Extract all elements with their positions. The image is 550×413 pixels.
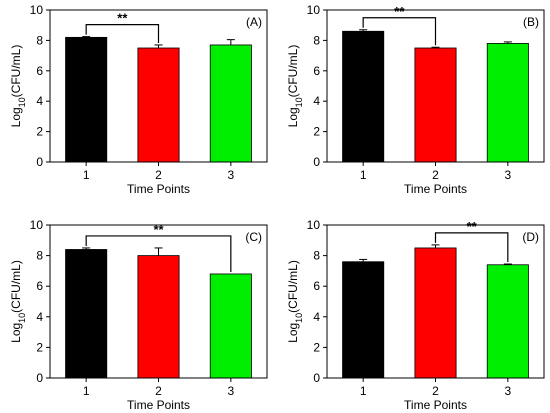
y-tick-label: 8 xyxy=(313,33,320,47)
bar-3 xyxy=(209,44,252,163)
error-bar-3 xyxy=(503,263,512,265)
significance-bracket: ** xyxy=(85,222,232,272)
x-axis-title: Time Points xyxy=(127,398,190,412)
y-tick-label: 10 xyxy=(307,218,321,232)
significance-bracket: ** xyxy=(362,4,437,46)
x-tick-label: 3 xyxy=(504,384,511,398)
y-axis-title: Log10(CFU/mL) xyxy=(9,45,27,128)
y-tick-label: 0 xyxy=(313,371,320,385)
x-tick-label: 2 xyxy=(432,384,439,398)
y-tick-label: 6 xyxy=(313,64,320,78)
y-tick-label: 10 xyxy=(30,218,44,232)
y-tick-label: 6 xyxy=(36,279,43,293)
error-bar-1 xyxy=(82,247,91,250)
error-bar-2 xyxy=(154,247,163,256)
error-bar-3 xyxy=(226,39,235,45)
y-tick-label: 0 xyxy=(36,371,43,385)
significance-label: ** xyxy=(117,11,128,26)
bar-3 xyxy=(209,273,252,379)
x-axis-title: Time Points xyxy=(404,398,467,412)
x-tick-label: 3 xyxy=(227,168,234,182)
significance-label: ** xyxy=(467,219,478,234)
y-tick-label: 4 xyxy=(36,310,43,324)
panel-label: (B) xyxy=(523,15,539,29)
error-bar-1 xyxy=(359,29,368,32)
bar-1 xyxy=(65,36,108,163)
y-axis-title: Log10(CFU/mL) xyxy=(286,260,304,343)
bar-1 xyxy=(342,261,385,379)
y-tick-label: 10 xyxy=(307,3,321,17)
y-tick-label: 0 xyxy=(36,155,43,169)
error-bar-2 xyxy=(431,244,440,248)
bar-2 xyxy=(414,47,457,163)
x-tick-label: 1 xyxy=(360,168,367,182)
panel-label: (C) xyxy=(245,230,262,244)
y-tick-label: 8 xyxy=(36,33,43,47)
panel-label: (A) xyxy=(246,15,262,29)
y-tick-label: 10 xyxy=(30,3,44,17)
x-tick-label: 2 xyxy=(432,168,439,182)
significance-label: ** xyxy=(153,222,164,237)
y-tick-label: 2 xyxy=(313,125,320,139)
significance-bracket: ** xyxy=(85,11,160,43)
y-axis-title: Log10(CFU/mL) xyxy=(286,45,304,128)
x-axis-title: Time Points xyxy=(404,182,467,196)
error-bar-3 xyxy=(503,41,512,44)
x-tick-label: 2 xyxy=(155,168,162,182)
panel-label: (D) xyxy=(522,230,539,244)
y-tick-label: 6 xyxy=(313,279,320,293)
y-tick-label: 6 xyxy=(36,64,43,78)
error-bar-1 xyxy=(359,258,368,262)
y-tick-label: 8 xyxy=(313,249,320,263)
error-bar-1 xyxy=(82,36,91,38)
x-axis-title: Time Points xyxy=(127,182,190,196)
error-bar-2 xyxy=(154,44,163,48)
y-tick-label: 2 xyxy=(313,340,320,354)
y-tick-label: 4 xyxy=(313,94,320,108)
bar-2 xyxy=(414,247,457,379)
x-tick-label: 1 xyxy=(360,384,367,398)
y-tick-label: 2 xyxy=(36,340,43,354)
significance-bracket: ** xyxy=(434,219,509,263)
bar-2 xyxy=(137,47,180,163)
bar-1 xyxy=(65,249,108,379)
x-tick-label: 1 xyxy=(83,384,90,398)
x-tick-label: 1 xyxy=(83,168,90,182)
bar-2 xyxy=(137,255,180,379)
y-tick-label: 4 xyxy=(36,94,43,108)
y-axis-title: Log10(CFU/mL) xyxy=(9,260,27,343)
y-tick-label: 0 xyxy=(313,155,320,169)
x-tick-label: 3 xyxy=(504,168,511,182)
error-bar-2 xyxy=(431,46,440,48)
y-tick-label: 4 xyxy=(313,310,320,324)
y-tick-label: 2 xyxy=(36,125,43,139)
y-tick-label: 8 xyxy=(36,249,43,263)
bar-1 xyxy=(342,30,385,163)
x-tick-label: 2 xyxy=(155,384,162,398)
x-tick-label: 3 xyxy=(227,384,234,398)
bar-3 xyxy=(486,264,529,379)
bar-3 xyxy=(486,43,529,163)
significance-label: ** xyxy=(394,4,405,19)
